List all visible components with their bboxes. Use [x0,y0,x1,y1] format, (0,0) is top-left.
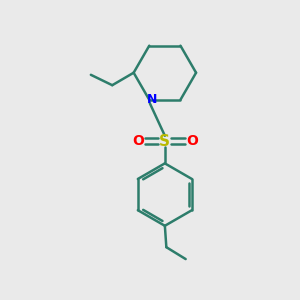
Text: N: N [146,93,157,106]
Text: O: O [186,134,198,148]
Text: O: O [132,134,144,148]
Text: S: S [159,134,170,148]
